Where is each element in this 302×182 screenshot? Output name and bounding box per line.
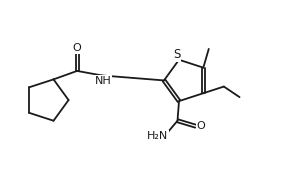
Text: O: O xyxy=(196,121,205,131)
Text: H₂N: H₂N xyxy=(147,131,168,141)
Text: NH: NH xyxy=(95,76,112,86)
Text: O: O xyxy=(73,43,82,53)
Text: S: S xyxy=(173,48,180,61)
